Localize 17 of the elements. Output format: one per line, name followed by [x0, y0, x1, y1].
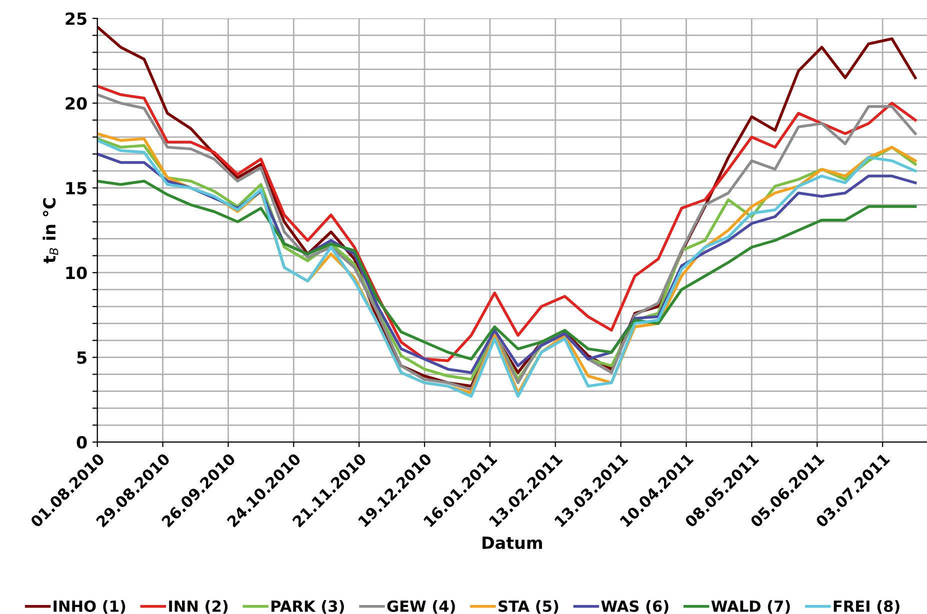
- y-tick-label: 0: [76, 436, 87, 449]
- y-tick-label: 10: [66, 266, 87, 280]
- legend-label: INHO (1): [54, 600, 126, 614]
- legend-label: WALD (7): [711, 600, 790, 614]
- legend-label: WAS (6): [601, 600, 668, 614]
- y-tick-label: 20: [66, 97, 87, 110]
- y-tick-label: 5: [77, 352, 86, 364]
- legend-label: STA (5): [498, 600, 558, 614]
- line-series: [97, 180, 917, 360]
- y-axis-title: t$_{B}$ in °C: [42, 198, 58, 264]
- legend-label: GEW (4): [387, 600, 455, 614]
- legend-label: FREI (8): [834, 600, 900, 614]
- x-axis-title: Datum: [482, 536, 542, 550]
- y-tick-label: 15: [66, 182, 86, 194]
- legend-label: INN (2): [169, 600, 228, 614]
- legend-label: PARK (3): [272, 600, 344, 614]
- y-tick-label: 25: [66, 12, 86, 25]
